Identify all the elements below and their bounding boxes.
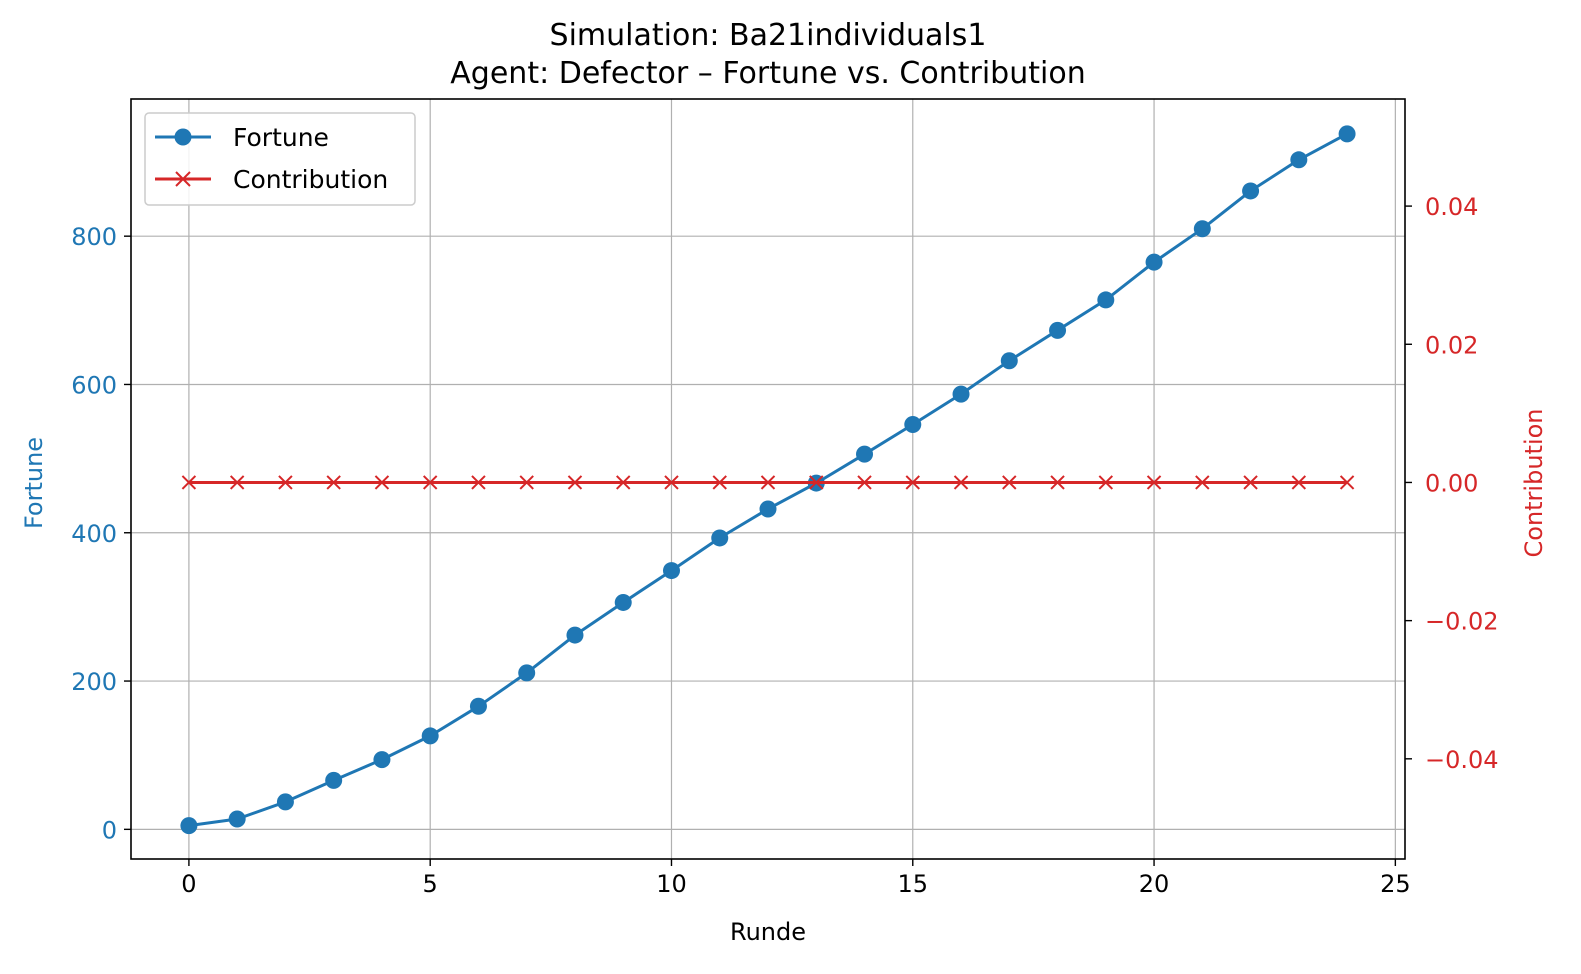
contribution-data-point — [616, 475, 631, 490]
legend-contribution-marker — [175, 171, 191, 187]
fortune-data-point — [228, 810, 246, 828]
contribution-data-point — [567, 475, 583, 490]
legend-box — [144, 112, 416, 206]
fortune-data-point — [759, 500, 777, 518]
plot-frame — [130, 98, 1406, 860]
y-tick-label: 400 — [71, 520, 117, 548]
contribution-data-point — [905, 475, 920, 490]
contribution-data-point — [857, 475, 872, 490]
contribution-data-point — [181, 475, 197, 490]
contribution-data-point — [1146, 475, 1162, 490]
legend-fortune-label: Fortune — [233, 123, 329, 152]
fortune-data-point — [1097, 291, 1115, 309]
x-tick-label: 5 — [423, 870, 438, 898]
contribution-data-point — [374, 475, 390, 490]
fortune-data-point — [180, 817, 198, 835]
x-tick-label: 20 — [1139, 870, 1170, 898]
contribution-data-point — [1243, 475, 1258, 490]
contribution-data-point — [1002, 475, 1017, 490]
grid — [131, 99, 1405, 859]
y-tick-label: 600 — [71, 371, 117, 399]
contribution-data-point — [422, 475, 438, 490]
y2-tick-label: −0.04 — [1425, 746, 1499, 774]
fortune-data-point — [1242, 182, 1260, 200]
fortune-data-point — [421, 727, 439, 745]
contribution-data-point — [953, 475, 969, 490]
contribution-data-point — [664, 475, 679, 490]
y2-tick-label: −0.02 — [1425, 608, 1499, 636]
y-axis-ticks: 0 200 400 600 800 — [71, 223, 131, 844]
fortune-data-point — [952, 385, 970, 403]
contribution-data-point — [1291, 475, 1307, 490]
y-tick-label: 200 — [71, 668, 117, 696]
fortune-series-line — [188, 132, 1348, 828]
fortune-data-point — [1338, 125, 1356, 143]
fortune-data-point — [518, 664, 536, 682]
contribution-data-point — [1195, 475, 1210, 490]
contribution-data-point — [760, 475, 776, 490]
fortune-data-point — [1049, 321, 1067, 339]
fortune-data-point — [566, 626, 584, 644]
x-axis-label: Runde — [730, 918, 806, 946]
fortune-data-point — [856, 445, 874, 463]
series-layer — [180, 125, 1356, 835]
contribution-data-point — [809, 475, 824, 490]
x-tick-label: 10 — [656, 870, 687, 898]
x-tick-label: 0 — [181, 870, 196, 898]
contribution-data-point — [1050, 475, 1065, 490]
y-tick-label: 0 — [102, 816, 117, 844]
fortune-data-point — [1193, 220, 1211, 238]
y2-axis-ticks: −0.04 −0.02 0.00 0.02 0.04 — [1405, 193, 1499, 774]
fortune-data-point — [325, 771, 343, 789]
x-axis-ticks: 0 5 10 15 20 25 — [181, 859, 1411, 898]
fortune-data-point — [711, 529, 729, 547]
legend-fortune-marker — [174, 128, 192, 146]
fortune-data-point — [1000, 352, 1018, 370]
fortune-data-point — [662, 562, 680, 580]
legend: Fortune Contribution — [144, 112, 416, 206]
x-tick-label: 25 — [1380, 870, 1411, 898]
y2-tick-label: 0.00 — [1425, 469, 1478, 497]
fortune-data-point — [469, 697, 487, 715]
contribution-data-point — [278, 475, 293, 490]
fortune-data-point — [614, 593, 632, 611]
contribution-data-point — [712, 475, 727, 490]
fortune-data-point — [1145, 253, 1163, 271]
legend-contribution-label: Contribution — [233, 165, 388, 194]
contribution-data-point — [1339, 475, 1355, 490]
y2-tick-label: 0.04 — [1425, 193, 1478, 221]
fortune-data-point — [904, 416, 922, 434]
y2-tick-label: 0.02 — [1425, 331, 1478, 359]
chart-subtitle: Agent: Defector – Fortune vs. Contributi… — [450, 56, 1085, 91]
y-axis-label: Fortune — [20, 437, 48, 529]
x-tick-label: 15 — [897, 870, 928, 898]
chart-title: Simulation: Ba21individuals1 — [550, 18, 987, 53]
fortune-data-point — [373, 751, 391, 769]
contribution-data-point — [1098, 475, 1114, 490]
contribution-data-point — [229, 475, 245, 490]
fortune-data-point — [276, 793, 294, 811]
contribution-data-point — [519, 475, 534, 490]
y2-axis-label: Contribution — [1520, 408, 1548, 557]
y-tick-label: 800 — [71, 223, 117, 251]
fortune-data-point — [1290, 151, 1308, 169]
contribution-data-point — [326, 475, 341, 490]
contribution-data-point — [471, 475, 486, 490]
